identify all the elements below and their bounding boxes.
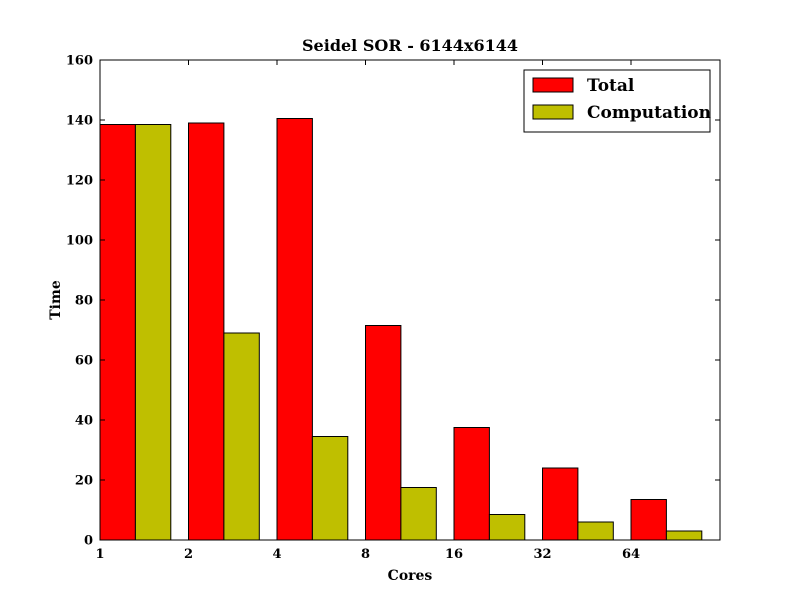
bar-computation-4: [311, 436, 349, 541]
y-tick-label: 140: [66, 114, 93, 129]
x-tick-label: 64: [622, 547, 640, 562]
legend-swatch-computation: [532, 104, 574, 120]
y-ticks-group: 0 20 40 60 80 100 120 140 160: [66, 54, 720, 549]
bar-total-2: [188, 122, 225, 541]
bar-computation-2: [223, 332, 260, 541]
bar-total-1: [99, 124, 136, 541]
x-tick-label: 4: [272, 547, 281, 562]
y-tick-label: 160: [66, 54, 93, 69]
x-tick-label: 32: [533, 547, 551, 562]
bar-computation-64: [665, 530, 703, 541]
bars-group: [99, 118, 703, 541]
x-tick-label: 16: [445, 547, 463, 562]
bar-computation-8: [400, 487, 437, 541]
y-tick-label: 0: [84, 534, 93, 549]
y-tick-label: 40: [75, 414, 93, 429]
y-axis-label: Time: [48, 280, 64, 320]
bar-total-64: [630, 499, 667, 541]
bar-total-32: [542, 467, 579, 541]
x-ticks-group: 1 2 4 8 16 32 64: [95, 60, 640, 562]
legend-label-total: Total: [587, 76, 635, 96]
x-tick-label: 2: [184, 547, 193, 562]
x-axis-label: Cores: [388, 568, 433, 584]
y-tick-label: 120: [66, 174, 93, 189]
legend-label-computation: Computation: [587, 103, 711, 123]
y-tick-label: 60: [75, 354, 93, 369]
bar-computation-16: [488, 514, 526, 541]
bar-total-16: [453, 427, 490, 541]
y-tick-label: 80: [75, 294, 93, 309]
bar-computation-32: [577, 521, 614, 541]
bar-total-4: [276, 118, 313, 541]
legend: Total Computation: [523, 69, 711, 133]
x-tick-label: 1: [95, 547, 104, 562]
legend-swatch-total: [532, 77, 574, 93]
chart-title: Seidel SOR - 6144x6144: [302, 36, 518, 55]
bar-total-8: [365, 325, 402, 541]
bar-computation-1: [134, 124, 172, 541]
y-tick-label: 100: [66, 234, 93, 249]
y-tick-label: 20: [75, 474, 93, 489]
x-tick-label: 8: [361, 547, 370, 562]
